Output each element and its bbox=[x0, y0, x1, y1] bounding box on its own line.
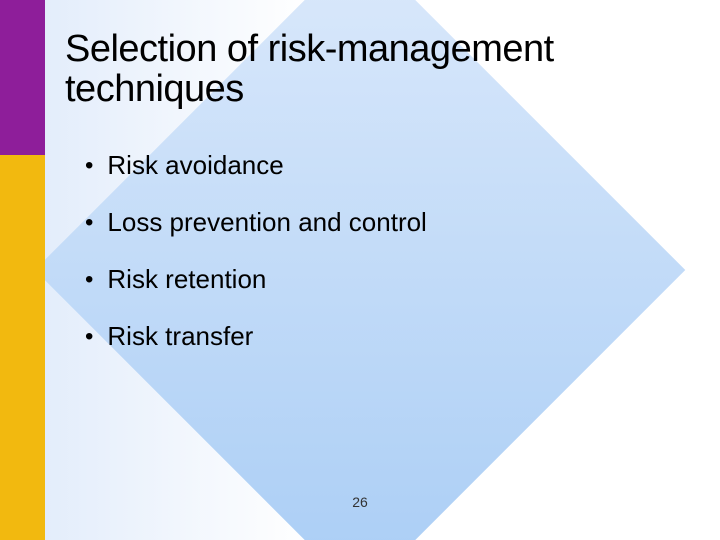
list-item: • Risk transfer bbox=[85, 321, 690, 352]
bullet-icon: • bbox=[85, 154, 93, 178]
bullet-text: Loss prevention and control bbox=[107, 207, 426, 238]
list-item: • Risk avoidance bbox=[85, 150, 690, 181]
bullet-text: Risk transfer bbox=[107, 321, 253, 352]
bullet-text: Risk retention bbox=[107, 264, 266, 295]
list-item: • Risk retention bbox=[85, 264, 690, 295]
sidebar-purple bbox=[0, 0, 45, 155]
bullet-list: • Risk avoidance • Loss prevention and c… bbox=[85, 150, 690, 353]
bullet-text: Risk avoidance bbox=[107, 150, 283, 181]
slide-title: Selection of risk-management techniques bbox=[65, 30, 690, 110]
content-area: Selection of risk-management techniques … bbox=[65, 30, 690, 379]
sidebar-yellow bbox=[0, 155, 45, 540]
list-item: • Loss prevention and control bbox=[85, 207, 690, 238]
bullet-icon: • bbox=[85, 268, 93, 292]
slide-container: Selection of risk-management techniques … bbox=[0, 0, 720, 540]
bullet-icon: • bbox=[85, 325, 93, 349]
bullet-icon: • bbox=[85, 211, 93, 235]
page-number: 26 bbox=[0, 494, 720, 510]
